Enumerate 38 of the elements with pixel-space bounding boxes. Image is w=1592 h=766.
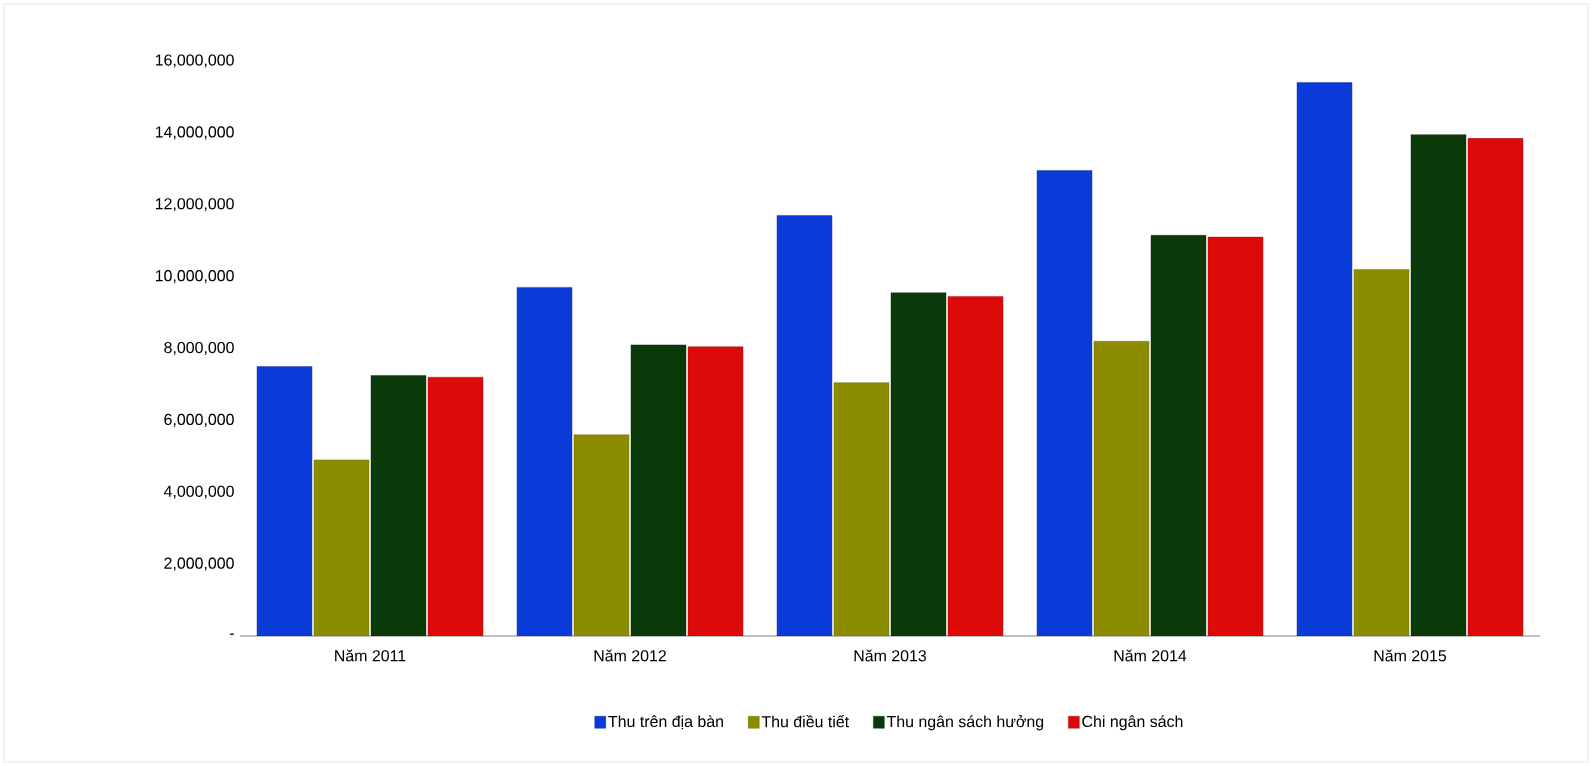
y-tick-label: - xyxy=(229,633,234,635)
bar xyxy=(1467,138,1524,636)
bar xyxy=(630,344,687,636)
bar xyxy=(313,459,370,636)
x-tick-label: Năm 2015 xyxy=(1374,649,1447,662)
legend-label: Thu ngân sách hưởng xyxy=(886,715,1044,731)
y-tick-label: 10,000,000 xyxy=(155,270,234,284)
bar xyxy=(1150,235,1207,636)
y-tick-label: 2,000,000 xyxy=(164,557,234,571)
x-tick-label: Năm 2012 xyxy=(594,649,666,662)
legend-label: Thu điều tiết xyxy=(761,714,850,728)
bar xyxy=(1296,82,1353,636)
y-tick-label: 6,000,000 xyxy=(164,413,234,427)
x-tick-label: Năm 2011 xyxy=(335,649,406,662)
bar xyxy=(1410,134,1467,636)
y-tick-label: 16,000,000 xyxy=(155,54,234,68)
bar xyxy=(687,346,744,636)
bar xyxy=(833,382,890,636)
y-tick-label: 4,000,000 xyxy=(163,485,234,499)
bar xyxy=(370,375,427,636)
bar xyxy=(1036,170,1093,636)
bar xyxy=(256,366,313,636)
y-tick-label: 8,000,000 xyxy=(164,341,234,356)
bar xyxy=(573,434,630,636)
legend-label: Chi ngân sách xyxy=(1082,715,1183,731)
x-tick-label: Năm 2014 xyxy=(1114,649,1187,662)
bar xyxy=(890,292,947,636)
bar xyxy=(1353,269,1410,636)
bar xyxy=(947,296,1004,636)
bar xyxy=(516,287,573,636)
bar xyxy=(776,215,833,636)
bar xyxy=(427,377,484,636)
bar xyxy=(1207,236,1264,636)
legend-label: Thu trên địa bàn xyxy=(608,715,723,730)
y-tick-label: 12,000,000 xyxy=(155,198,234,212)
y-tick-label: 14,000,000 xyxy=(155,126,234,140)
x-tick-label: Năm 2013 xyxy=(854,649,927,662)
bar xyxy=(1093,341,1150,636)
